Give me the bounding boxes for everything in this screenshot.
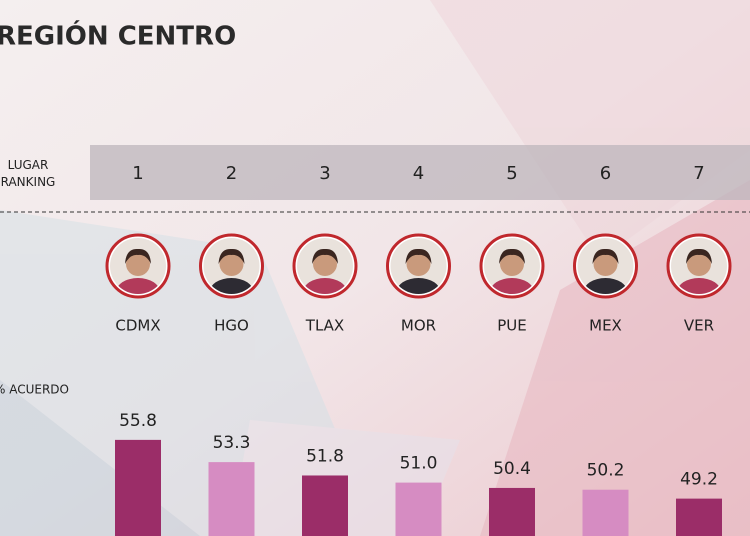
bar [582,489,629,536]
photo [297,238,353,294]
x-tick-label: VER [684,317,714,335]
photo-head [313,252,337,276]
x-tick-label: PUE [497,317,527,335]
candidate-photo [666,233,732,299]
photo-body [116,278,160,294]
photo-hair [592,248,619,264]
x-tick-label: CDMX [115,317,160,335]
photo-hair [125,248,151,264]
rank-label: LUGAR RANKING [1,158,56,189]
rank-number: 4 [413,163,424,184]
bar [208,462,255,536]
bar [115,439,161,536]
photo-body [396,278,441,294]
photo-body [583,278,628,294]
rank-number: 5 [506,163,517,184]
rank-number: 7 [693,163,704,184]
photo [110,238,166,294]
value-axis-label: % ACUERDO [0,383,69,397]
photo [484,238,540,294]
chart-title: REGIÓN CENTRO [0,20,236,52]
rank-band [90,145,750,200]
bar [676,498,722,536]
photo-head [126,252,150,276]
photo-body [209,278,254,294]
candidate-photo [292,233,358,299]
rank-number: 3 [319,163,330,184]
photo-head [500,252,524,276]
photo-body [677,278,721,294]
photo-head [406,252,431,276]
photo-head [219,252,244,276]
x-tick-label: MOR [401,317,436,335]
bar [395,482,442,536]
bar [302,475,348,536]
value-label: 50.2 [587,461,625,481]
rank-number: 2 [226,163,237,184]
photo-hair [312,248,338,264]
value-label: 51.8 [306,446,344,466]
photo-hair [686,248,712,264]
photo [203,238,260,294]
photo-hair [218,248,245,264]
photo-head [687,252,711,276]
candidate-photo [386,233,451,299]
candidate-photo [105,233,171,299]
photo-hair [499,248,525,264]
x-tick-label: MEX [589,317,622,335]
value-label: 49.2 [680,470,718,490]
rank-number: 6 [600,163,611,184]
photo [390,238,447,294]
photo-body [490,278,534,294]
photo [671,238,727,294]
x-tick-label: HGO [214,317,249,335]
value-label: 55.8 [119,411,157,431]
value-label: 51.0 [400,454,438,474]
value-label: 53.3 [213,433,251,453]
candidate-photo [199,233,264,299]
rank-number: 1 [132,163,143,184]
photo-head [593,252,618,276]
candidate-photo [479,233,545,299]
bar [489,487,535,536]
photo [577,238,634,294]
candidate-photo [573,233,638,299]
x-tick-label: TLAX [305,317,344,335]
photo-body [303,278,347,294]
value-label: 50.4 [493,459,531,479]
photo-hair [405,248,432,264]
